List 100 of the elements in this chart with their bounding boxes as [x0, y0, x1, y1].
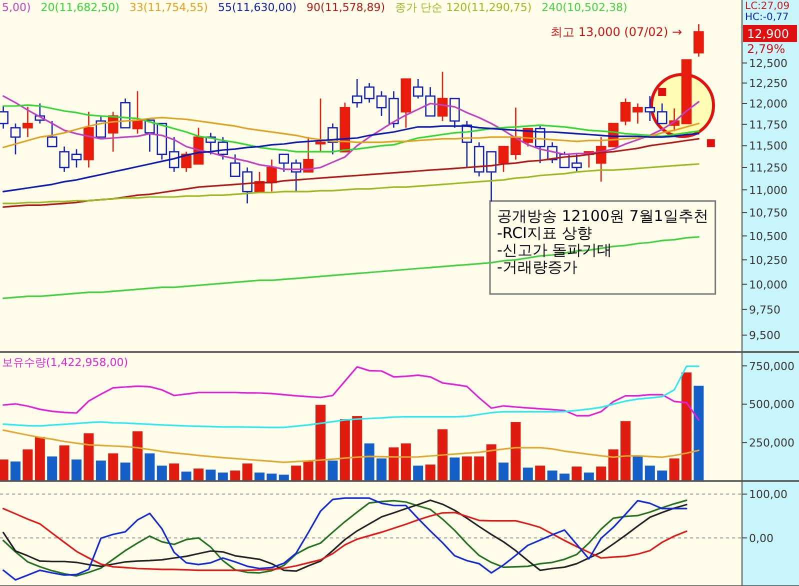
y-tick-label: 9,500 — [749, 329, 780, 342]
y-tick-label: 250,000 — [749, 436, 794, 450]
candlestick — [572, 154, 582, 173]
text: 5,00) — [2, 1, 31, 14]
y-tick-label: 11,750 — [749, 118, 788, 132]
bar — [547, 470, 558, 481]
annotation: -거래량증가 — [497, 258, 578, 276]
bar — [10, 461, 20, 481]
y-tick-label: 10,000 — [749, 278, 788, 292]
bar — [120, 462, 130, 481]
bar — [266, 474, 277, 481]
y-tick-label: 100,00 — [749, 488, 788, 502]
bar — [59, 445, 70, 481]
bar — [535, 466, 546, 481]
line-series — [2, 163, 700, 204]
bar — [682, 372, 692, 481]
candlestick — [10, 122, 21, 156]
bar — [376, 458, 386, 481]
bar — [278, 474, 289, 481]
bar — [644, 466, 655, 481]
bar — [206, 470, 216, 481]
candlestick — [644, 95, 656, 122]
text: 55(11,630,00) — [218, 1, 297, 14]
bar — [450, 458, 460, 481]
bar — [242, 463, 252, 481]
bar — [34, 436, 45, 481]
candlestick — [315, 98, 326, 152]
annotation: 최고 13,000 (07/02) → — [550, 25, 682, 39]
bar — [291, 466, 302, 481]
bar — [218, 472, 228, 481]
bar — [560, 474, 570, 481]
bar — [194, 468, 204, 481]
y-tick-label: 10,750 — [749, 206, 788, 220]
bar — [474, 456, 484, 481]
y-tick-label: 750,000 — [749, 360, 794, 373]
y-tick-label: 12,500 — [749, 57, 788, 70]
candlestick — [59, 146, 70, 173]
bar — [156, 466, 167, 481]
y-tick-label: 10,250 — [749, 254, 788, 267]
text: 240(10,502,38) — [542, 1, 628, 14]
line-series — [2, 138, 700, 208]
bar — [254, 472, 264, 481]
candlestick — [498, 146, 509, 173]
y-tick-label: 500,000 — [749, 398, 794, 412]
y-tick-label: 11,250 — [749, 161, 788, 174]
bar — [596, 466, 606, 481]
bar — [584, 472, 594, 481]
candlestick — [22, 106, 33, 138]
text: HC:-0,77 — [745, 12, 789, 23]
bar — [413, 466, 424, 481]
candlestick — [181, 151, 192, 173]
bar — [669, 458, 680, 481]
text: 90(11,578,89) — [306, 1, 386, 14]
line-series — [2, 125, 700, 192]
bar — [522, 468, 533, 481]
text: 20(11,682,50) — [40, 1, 120, 14]
bar — [96, 460, 106, 481]
bar — [510, 422, 521, 481]
candlestick — [278, 154, 290, 173]
bar — [620, 421, 630, 481]
bar — [84, 433, 94, 481]
bar — [316, 404, 326, 481]
candlestick — [620, 98, 631, 126]
candlestick — [694, 23, 704, 58]
bar — [303, 461, 314, 481]
bar — [388, 447, 399, 481]
candlestick — [632, 102, 643, 124]
bar — [498, 462, 508, 481]
bar — [657, 470, 668, 481]
series-label: 보유수량(1,422,958,00) — [2, 356, 128, 369]
bar — [352, 416, 362, 481]
bar — [425, 464, 436, 481]
y-tick-label: 9,750 — [749, 303, 780, 316]
bar — [132, 431, 142, 481]
annotation: 공개방송 12100원 7월1일추천 — [497, 207, 708, 225]
candlestick — [656, 102, 668, 124]
bar — [230, 470, 240, 481]
bar — [572, 466, 582, 481]
bar — [340, 419, 350, 481]
bar — [47, 456, 58, 481]
bar — [364, 443, 374, 481]
text: 33(11,754,55) — [129, 1, 208, 14]
bar — [400, 443, 411, 481]
bar — [328, 460, 338, 481]
y-tick-label: 12,000 — [749, 97, 788, 110]
candlestick — [71, 148, 82, 168]
bar — [438, 429, 448, 481]
text: LC:27,09 — [745, 1, 790, 12]
y-tick-label: 12,250 — [749, 77, 788, 90]
y-tick-label: 10,500 — [749, 230, 788, 243]
text: 12,900 — [747, 27, 789, 41]
text: 2,79% — [747, 42, 786, 56]
y-tick-label: 0,00 — [749, 532, 774, 545]
candlestick — [168, 136, 180, 173]
bar — [72, 460, 82, 481]
bar — [169, 463, 180, 481]
bar — [22, 449, 33, 481]
bar — [144, 453, 155, 481]
bar — [694, 386, 704, 481]
candlestick — [376, 90, 387, 117]
